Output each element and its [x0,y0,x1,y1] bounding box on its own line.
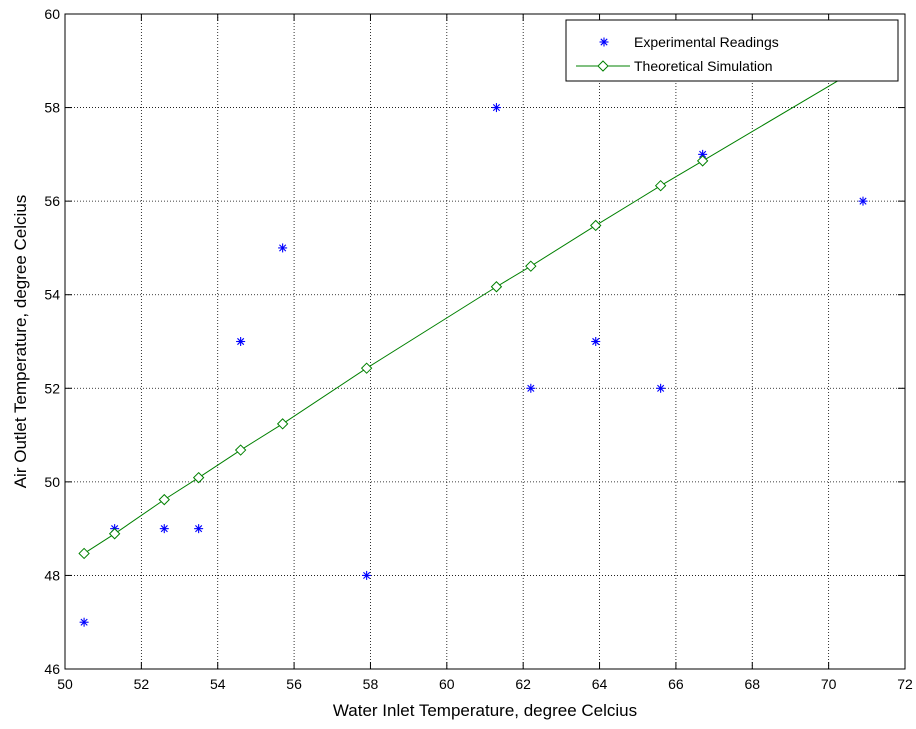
y-axis-label: Air Outlet Temperature, degree Celcius [11,195,30,489]
x-tick-label: 72 [897,676,913,692]
data-point [490,281,503,293]
y-tick-label: 58 [44,100,60,116]
y-tick-label: 48 [44,567,60,583]
legend-symbol-experimental [599,37,609,47]
x-tick-label: 52 [134,676,150,692]
data-point [491,103,501,113]
y-tick-label: 46 [44,661,60,677]
data-point [234,444,247,456]
y-tick-label: 56 [44,193,60,209]
x-tick-label: 66 [668,676,684,692]
data-point [159,524,169,534]
data-point [656,383,666,393]
y-tick-label: 60 [44,6,60,22]
series-1 [78,60,869,560]
data-point [278,243,288,253]
axis-ticks: 50 52 54 56 58 60 62 64 66 68 70 72 46 48 50 52 54 56 58 60 [44,6,913,692]
data-point [696,155,709,167]
data-point [858,196,868,206]
data-point [590,219,602,232]
x-tick-label: 70 [821,676,837,692]
legend-symbol-theoretical [576,60,630,72]
plot-area [65,14,905,669]
x-tick-label: 60 [439,676,455,692]
data-point [698,149,708,159]
data-point [276,418,289,430]
y-tick-label: 52 [44,380,60,396]
series-0 [79,103,868,627]
data-point [526,383,536,393]
data-point [78,547,90,560]
data-point [362,570,372,580]
data-point [108,528,121,540]
x-tick-label: 56 [286,676,302,692]
legend-label-experimental: Experimental Readings [634,34,779,50]
x-tick-label: 58 [363,676,379,692]
data-point [525,260,537,272]
series-layer [78,60,869,627]
x-tick-label: 54 [210,676,226,692]
legend-marker-diamond [597,60,609,72]
y-tick-label: 50 [44,474,60,490]
x-tick-label: 62 [515,676,531,692]
x-tick-label: 50 [57,676,73,692]
legend: Experimental Readings Theoretical Simula… [565,19,899,82]
data-point [654,179,667,192]
data-point [360,362,373,374]
data-point [158,493,170,506]
data-point [591,337,601,346]
x-axis-label: Water Inlet Temperature, degree Celcius [333,701,637,720]
data-point [194,524,204,534]
legend-label-theoretical: Theoretical Simulation [634,58,773,74]
legend-box [565,19,899,82]
y-tick-label: 54 [44,287,60,303]
data-point [192,471,205,484]
x-tick-label: 68 [744,676,760,692]
legend-marker-asterisk [599,37,609,47]
data-point [236,337,246,346]
x-tick-label: 64 [592,676,608,692]
plot-frame [64,13,906,670]
data-point [79,617,89,627]
